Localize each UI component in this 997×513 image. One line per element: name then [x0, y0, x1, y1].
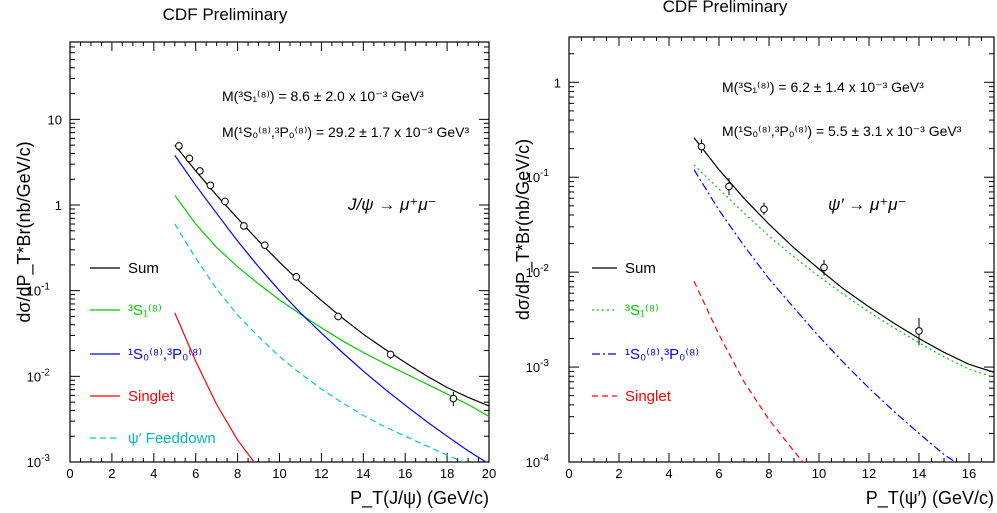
series-line-1 [693, 164, 994, 378]
fit-annotation: M(¹S₀⁽⁸⁾,³P₀⁽⁸⁾) = 29.2 ± 1.7 x 10⁻³ GeV… [222, 124, 469, 140]
legend-label: ¹S₀⁽⁸⁾,³P₀⁽⁸⁾ [128, 346, 202, 363]
data-point [221, 197, 229, 206]
x-tick-label: 16 [962, 466, 976, 481]
x-tick-label: 4 [665, 466, 672, 481]
y-tick-base: 10 [48, 112, 62, 127]
data-point [725, 182, 733, 191]
y-tick-base: 10 [27, 369, 41, 384]
fit-annotation: M(³S₁⁽⁸⁾) = 6.2 ± 1.4 x 10⁻³ GeV³ [722, 79, 924, 95]
x-tick-label: 10 [812, 466, 826, 481]
x-tick-label: 20 [482, 466, 496, 481]
y-tick-label: 10-4 [526, 453, 550, 470]
legend-label: ψ′ Feeddown [128, 430, 216, 447]
x-tick-label: 6 [192, 466, 199, 481]
x-axis-title: P_T(ψ′) (GeV/c) [866, 488, 994, 509]
x-tick-label: 2 [615, 466, 622, 481]
decay-process-label: ψ′ → μ⁺μ⁻ [828, 195, 907, 214]
series-line-1 [174, 194, 489, 418]
series-line-3 [693, 281, 804, 462]
y-tick-label: 10-1 [27, 282, 51, 299]
y-tick-label: 10-2 [526, 263, 550, 280]
y-tick-label: 1 [554, 75, 561, 90]
series-line-2 [693, 169, 957, 462]
x-tick-label: 0 [565, 466, 572, 481]
decay-process-label: J/ψ → μ⁺μ⁻ [347, 195, 437, 214]
legend-label: ¹S₀⁽⁸⁾,³P₀⁽⁸⁾ [625, 346, 699, 363]
series-curves [693, 137, 994, 462]
fit-annotation: M(¹S₀⁽⁸⁾,³P₀⁽⁸⁾) = 5.5 ± 3.1 x 10⁻³ GeV³ [722, 123, 962, 139]
y-tick-base: 10 [526, 455, 540, 470]
y-tick-base: 1 [55, 198, 62, 213]
x-tick-label: 2 [108, 466, 115, 481]
y-tick-exponent: -1 [41, 282, 50, 293]
y-tick-exponent: -4 [540, 453, 549, 464]
x-tick-label: 6 [715, 466, 722, 481]
y-tick-exponent: -2 [41, 367, 50, 378]
series-curves [174, 144, 489, 462]
data-point [697, 142, 706, 151]
fit-annotation: M(³S₁⁽⁸⁾) = 8.6 ± 2.0 x 10⁻³ GeV³ [222, 88, 424, 104]
y-tick-exponent: -3 [540, 358, 549, 369]
y-tick-label: 10-3 [27, 453, 51, 470]
chart-title: CDF Preliminary [163, 5, 288, 24]
chart-title: CDF Preliminary [663, 0, 788, 16]
x-tick-label: 8 [765, 466, 772, 481]
series-line-4 [174, 223, 465, 462]
y-tick-base: 1 [554, 75, 561, 90]
y-tick-label: 10-1 [526, 168, 550, 185]
data-point [175, 142, 183, 150]
x-tick-label: 14 [912, 466, 926, 481]
data-point [760, 205, 768, 214]
y-tick-label: 10-2 [27, 367, 51, 384]
data-point [292, 273, 301, 281]
legend-label: Sum [625, 260, 656, 277]
y-tick-base: 10 [526, 360, 540, 375]
data-point [261, 241, 269, 249]
y-axis-title: dσ/dP_T*Br(nb/GeV/c) [14, 141, 35, 322]
x-tick-label: 0 [66, 466, 73, 481]
x-tick-label: 12 [862, 466, 876, 481]
data-point [915, 327, 923, 335]
y-tick-base: 10 [27, 455, 41, 470]
series-line-2 [174, 155, 488, 462]
y-axis-title: dσ/dP_T*Br(nb/GeV/c) [513, 139, 534, 320]
x-tick-label: 16 [398, 466, 412, 481]
data-point [185, 154, 194, 163]
y-tick-base: 10 [526, 170, 540, 185]
y-tick-base: 10 [526, 265, 540, 280]
y-tick-exponent: -1 [540, 168, 549, 179]
legend-label: Singlet [625, 388, 672, 405]
x-tick-label: 10 [272, 466, 286, 481]
y-tick-label: 10-3 [526, 358, 550, 375]
jpsi-cross-section-plot: 0 2 4 6 8 10 12 14 16 18 2010-310-210-1110P_T(J/ψ)… [14, 5, 496, 509]
x-tick-label: 18 [440, 466, 454, 481]
series-line-0 [693, 137, 994, 373]
data-point [334, 312, 342, 321]
legend-label: Sum [128, 260, 159, 277]
x-tick-label: 12 [314, 466, 328, 481]
data-point [206, 181, 215, 190]
data-point [449, 394, 458, 403]
y-tick-label: 1 [55, 198, 62, 213]
data-point [386, 350, 395, 359]
series-line-3 [174, 312, 255, 462]
legend-label: ³S₁⁽⁸⁾ [128, 302, 162, 319]
series-line-0 [174, 144, 489, 407]
data-point [820, 263, 828, 272]
x-tick-label: 14 [356, 466, 370, 481]
data-point [240, 222, 248, 230]
y-tick-label: 10 [48, 112, 62, 127]
y-tick-exponent: -3 [41, 453, 50, 464]
legend-label: Singlet [128, 388, 175, 405]
x-axis-title: P_T(J/ψ) (GeV/c) [350, 488, 489, 509]
x-tick-label: 4 [150, 466, 157, 481]
y-tick-base: 10 [27, 284, 41, 299]
y-tick-exponent: -2 [540, 263, 549, 274]
x-tick-label: 8 [234, 466, 241, 481]
data-point [196, 167, 204, 175]
legend-label: ³S₁⁽⁸⁾ [625, 302, 659, 319]
